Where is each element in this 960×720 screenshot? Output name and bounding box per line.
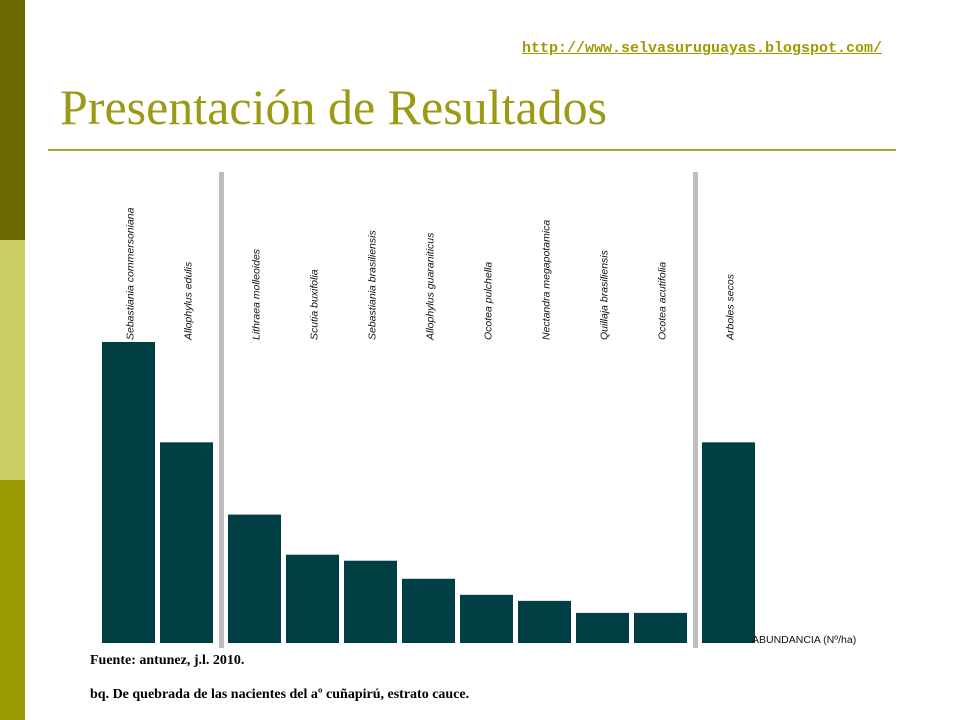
category-label-10: Ocotea acutifolia [657, 262, 669, 340]
slide-title: Presentación de Resultados [60, 79, 608, 135]
bar-9 [576, 612, 629, 643]
source-url-link[interactable]: http://www.selvasuruguayas.blogspot.com/ [521, 40, 882, 57]
bar-3 [228, 514, 281, 643]
bar-10 [634, 612, 687, 643]
bar-11 [702, 442, 755, 643]
bar-6 [402, 578, 455, 643]
bar-7 [460, 594, 513, 643]
category-label-3: Lithraea molleoides [251, 248, 263, 340]
bar-1 [102, 342, 155, 643]
category-label-2: Allophylus edulis [183, 261, 195, 341]
chart-caption: bq. De quebrada de las nacientes del aº … [90, 687, 470, 702]
bar-4 [286, 554, 339, 643]
category-label-7: Ocotea pulchella [483, 262, 495, 340]
bar-8 [518, 600, 571, 643]
category-label-8: Nectandra megapotamica [541, 220, 553, 340]
sidebar-band-middle [0, 240, 25, 480]
bar-5 [344, 560, 397, 643]
sidebar-band-bottom [0, 480, 25, 720]
category-label-5: Sebastiania brasiliensis [367, 230, 379, 340]
sidebar-band-top [0, 0, 25, 240]
category-label-11: Arboles secos [725, 273, 737, 341]
category-label-1: Sebastiania commersoniana [125, 207, 137, 340]
group-separator-2 [693, 172, 698, 648]
bar-2 [160, 442, 213, 643]
x-axis-label: ABUNDANCIA (Nº/ha) [752, 634, 856, 646]
title-divider [48, 149, 896, 151]
category-label-9: Quillaja brasiliensis [599, 249, 611, 340]
category-label-6: Allophylus guaraniticus [425, 232, 437, 341]
source-note: Fuente: antunez, j.l. 2010. [90, 653, 245, 668]
group-separator-1 [219, 172, 224, 648]
category-label-4: Scutia buxifolia [309, 269, 321, 340]
